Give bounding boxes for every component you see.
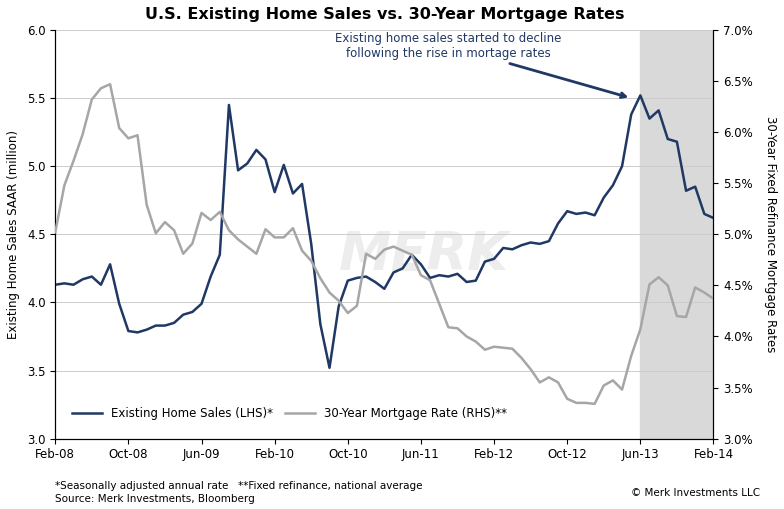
Existing Home Sales (LHS)*: [325, 365, 334, 371]
Line: Existing Home Sales (LHS)*: Existing Home Sales (LHS)*: [55, 95, 713, 368]
Y-axis label: Existing Home Sales SAAR (million): Existing Home Sales SAAR (million): [7, 130, 20, 339]
Existing Home Sales (LHS)*: [709, 215, 718, 221]
30-Year Mortgage Rate (RHS)**: [663, 282, 673, 289]
30-Year Mortgage Rate (RHS)**: [389, 243, 398, 249]
30-Year Mortgage Rate (RHS)**: [590, 401, 599, 407]
Bar: [641, 30, 718, 439]
Text: © Merk Investments LLC: © Merk Investments LLC: [631, 488, 760, 498]
Text: Source: Merk Investments, Bloomberg: Source: Merk Investments, Bloomberg: [55, 494, 255, 504]
Existing Home Sales (LHS)*: [389, 269, 398, 275]
30-Year Mortgage Rate (RHS)**: [636, 326, 645, 332]
30-Year Mortgage Rate (RHS)**: [617, 386, 626, 392]
Existing Home Sales (LHS)*: [50, 281, 60, 288]
Existing Home Sales (LHS)*: [663, 136, 673, 142]
Existing Home Sales (LHS)*: [608, 182, 618, 188]
30-Year Mortgage Rate (RHS)**: [105, 81, 114, 87]
Text: *Seasonally adjusted annual rate   **Fixed refinance, national average: *Seasonally adjusted annual rate **Fixed…: [55, 481, 423, 491]
30-Year Mortgage Rate (RHS)**: [50, 229, 60, 235]
Y-axis label: 30-Year Fixed Refinance Mortgage Rates: 30-Year Fixed Refinance Mortgage Rates: [764, 116, 777, 353]
Legend: Existing Home Sales (LHS)*, 30-Year Mortgage Rate (RHS)**: Existing Home Sales (LHS)*, 30-Year Mort…: [67, 402, 512, 425]
30-Year Mortgage Rate (RHS)**: [709, 296, 718, 302]
Title: U.S. Existing Home Sales vs. 30-Year Mortgage Rates: U.S. Existing Home Sales vs. 30-Year Mor…: [144, 7, 624, 22]
Existing Home Sales (LHS)*: [197, 301, 206, 307]
30-Year Mortgage Rate (RHS)**: [279, 234, 289, 240]
Existing Home Sales (LHS)*: [626, 111, 636, 118]
Line: 30-Year Mortgage Rate (RHS)**: 30-Year Mortgage Rate (RHS)**: [55, 84, 713, 404]
Existing Home Sales (LHS)*: [636, 92, 645, 98]
30-Year Mortgage Rate (RHS)**: [206, 217, 216, 223]
Text: MERK: MERK: [339, 229, 509, 281]
Text: Existing home sales started to decline
following the rise in mortage rates: Existing home sales started to decline f…: [336, 32, 626, 98]
Existing Home Sales (LHS)*: [270, 189, 279, 195]
